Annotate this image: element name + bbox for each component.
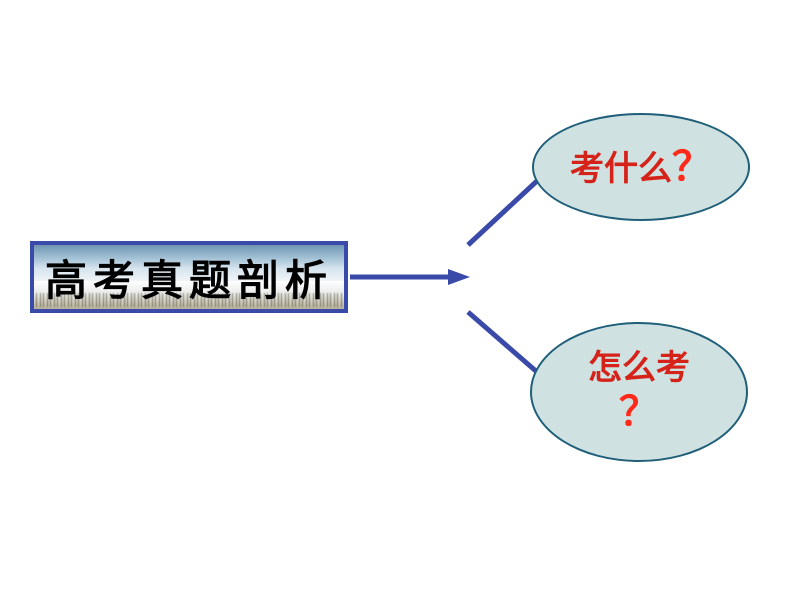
ellipse-bottom-text: 怎么考？ bbox=[588, 349, 690, 434]
ellipse-bottom-label: 怎么考 bbox=[588, 350, 690, 387]
ellipse-top-text: 考什么？ bbox=[570, 144, 712, 190]
ellipse-bottom: 怎么考？ bbox=[530, 322, 748, 462]
ellipse-top-qmark: ？ bbox=[672, 144, 712, 189]
ellipse-bottom-qmark: ？ bbox=[619, 389, 659, 434]
title-box: 高考真题剖析 bbox=[30, 241, 348, 313]
diagram-canvas: 高考真题剖析 考什么？ 怎么考？ bbox=[0, 0, 794, 596]
ellipse-top-label: 考什么 bbox=[570, 151, 672, 188]
ellipse-top: 考什么？ bbox=[532, 113, 750, 221]
title-text: 高考真题剖析 bbox=[34, 245, 344, 309]
